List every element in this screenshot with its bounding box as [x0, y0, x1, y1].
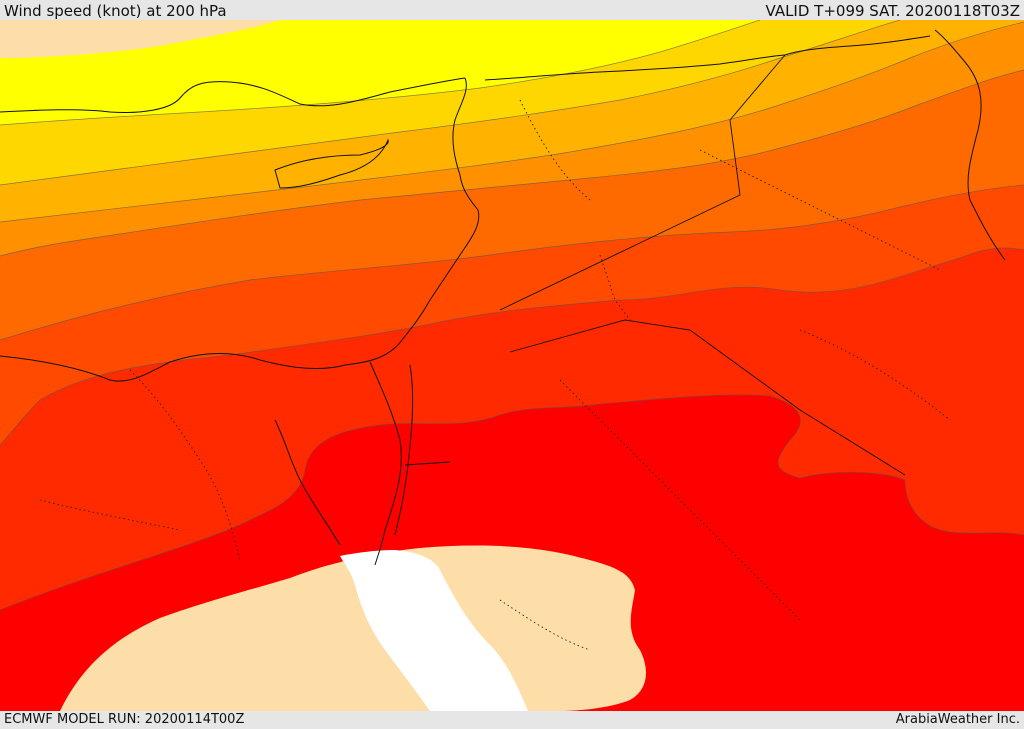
map-title: Wind speed (knot) at 200 hPa	[4, 2, 227, 20]
credit: ArabiaWeather Inc.	[895, 712, 1020, 727]
isotach-contours	[0, 20, 1024, 611]
borders-solid	[404, 54, 906, 476]
valid-time: VALID T+099 SAT. 20200118T03Z	[765, 2, 1020, 20]
low-speed-region-north	[0, 20, 280, 58]
map-footer: ECMWF MODEL RUN: 20200114T00Z ArabiaWeat…	[0, 711, 1024, 729]
band-yellow	[0, 20, 760, 125]
model-run: ECMWF MODEL RUN: 20200114T00Z	[4, 712, 245, 727]
wind-speed-map[interactable]	[0, 20, 1024, 711]
map-header: Wind speed (knot) at 200 hPa VALID T+099…	[0, 0, 1024, 20]
map-canvas	[0, 20, 1024, 711]
low-speed-sea	[340, 550, 528, 711]
coastlines	[0, 29, 1006, 566]
